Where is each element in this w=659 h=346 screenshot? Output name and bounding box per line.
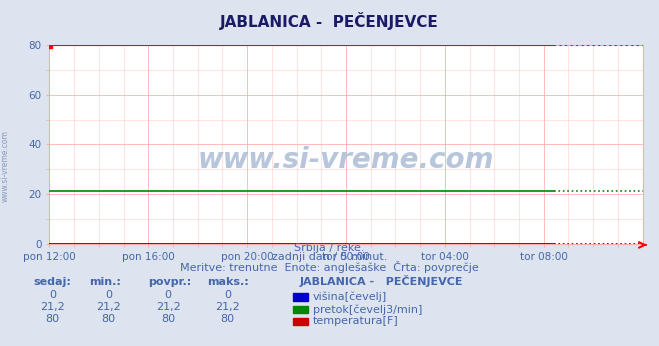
Text: višina[čevelj]: višina[čevelj] [313, 292, 387, 302]
Text: Srbija / reke.: Srbija / reke. [295, 243, 364, 253]
Text: pretok[čevelj3/min]: pretok[čevelj3/min] [313, 304, 422, 315]
Text: 0: 0 [49, 290, 56, 300]
Text: JABLANICA -   PEČENJEVCE: JABLANICA - PEČENJEVCE [300, 275, 463, 288]
Text: www.si-vreme.com: www.si-vreme.com [1, 130, 10, 202]
Text: 0: 0 [224, 290, 231, 300]
Text: min.:: min.: [89, 277, 121, 288]
Text: 21,2: 21,2 [40, 302, 65, 312]
Text: temperatura[F]: temperatura[F] [313, 317, 399, 326]
Text: sedaj:: sedaj: [33, 277, 71, 288]
Text: maks.:: maks.: [208, 277, 249, 288]
Text: www.si-vreme.com: www.si-vreme.com [198, 146, 494, 174]
Text: 80: 80 [161, 315, 175, 325]
Text: zadnji dan / 5 minut.: zadnji dan / 5 minut. [272, 252, 387, 262]
Text: 0: 0 [165, 290, 171, 300]
Text: 80: 80 [101, 315, 116, 325]
Text: 80: 80 [45, 315, 60, 325]
Text: 0: 0 [105, 290, 112, 300]
Text: 21,2: 21,2 [96, 302, 121, 312]
Text: Meritve: trenutne  Enote: anglešaške  Črta: povprečje: Meritve: trenutne Enote: anglešaške Črta… [180, 261, 479, 273]
Text: 21,2: 21,2 [156, 302, 181, 312]
Text: JABLANICA -  PEČENJEVCE: JABLANICA - PEČENJEVCE [220, 12, 439, 30]
Text: 21,2: 21,2 [215, 302, 240, 312]
Text: povpr.:: povpr.: [148, 277, 192, 288]
Text: 80: 80 [220, 315, 235, 325]
